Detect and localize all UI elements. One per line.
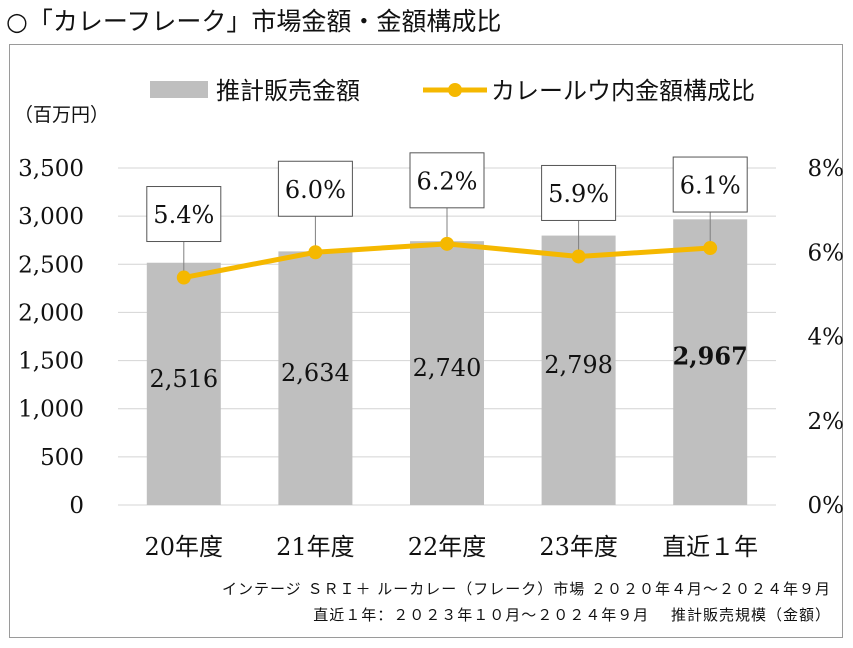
y-left-tick-label: 0 <box>69 493 84 519</box>
bar <box>410 241 484 506</box>
callout-box <box>409 152 485 209</box>
x-tick-label: 22年度 <box>408 533 487 561</box>
chart-frame <box>9 44 843 638</box>
y-left-tick-label: 1,000 <box>18 397 84 423</box>
y-left-tick-label: 500 <box>40 445 84 471</box>
y-left-tick-label: 2,500 <box>18 252 84 278</box>
bar <box>278 251 353 505</box>
y-right-tick-label: 4% <box>808 325 845 351</box>
legend-line-label: カレールウ内金額構成比 <box>491 77 755 105</box>
line-point <box>176 270 191 285</box>
line-value-label: 5.9% <box>548 180 609 208</box>
bar-value-label: 2,634 <box>281 359 350 387</box>
x-tick-label: 20年度 <box>145 533 224 561</box>
callout-box <box>541 164 617 221</box>
line-point <box>308 245 323 260</box>
x-tick-label: 直近１年 <box>662 533 758 561</box>
callout-box <box>146 186 222 243</box>
period-note: 直近１年：２０２３年１０月～２０２４年９月 推計販売規模（金額） <box>313 606 831 624</box>
line-point <box>440 236 454 251</box>
y-right-tick-label: 6% <box>808 240 845 266</box>
line-value-label: 6.0% <box>285 176 346 204</box>
y-right-tick-label: 8% <box>808 156 845 182</box>
bar <box>673 219 748 505</box>
legend-bar-label: 推計販売金額 <box>216 77 360 105</box>
x-tick-label: 21年度 <box>276 533 355 561</box>
bar-value-label: 2,516 <box>149 365 218 393</box>
y-left-tick-label: 1,500 <box>18 349 84 375</box>
x-tick-label: 23年度 <box>539 533 618 561</box>
y-right-tick-label: 2% <box>808 409 845 435</box>
line-value-label: 6.2% <box>417 167 478 195</box>
bar-value-label: 2,740 <box>413 354 482 382</box>
y-left-axis-label: （百万円） <box>14 104 109 126</box>
source-note: インテージ ＳＲＩ＋ ルーカレー（フレーク）市場 ２０２０年４月～２０２４年９月 <box>221 580 831 598</box>
y-left-tick-label: 3,000 <box>18 204 84 230</box>
y-left-tick-label: 3,500 <box>18 156 84 182</box>
page-title: ○「カレーフレーク」市場金額・金額構成比 <box>6 7 502 36</box>
callout-box <box>277 160 353 217</box>
bar-value-label: 2,798 <box>544 351 613 379</box>
y-left-tick-label: 2,000 <box>18 300 84 326</box>
y-right-tick-label: 0% <box>808 493 845 519</box>
bar <box>541 235 616 505</box>
callout-box <box>672 156 748 213</box>
legend-line-marker <box>448 83 462 97</box>
line-value-label: 6.1% <box>680 172 741 200</box>
bar <box>146 262 221 505</box>
legend-bar-swatch <box>150 81 208 98</box>
line-point <box>703 241 718 256</box>
line-point <box>571 249 586 264</box>
bar-value-label: 2,967 <box>673 341 748 370</box>
line-value-label: 5.4% <box>153 201 214 229</box>
